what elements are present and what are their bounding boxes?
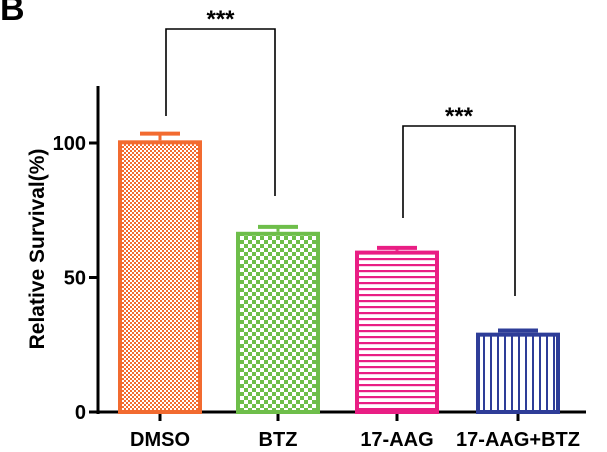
significance-label: *** — [445, 103, 474, 130]
bar-dmso — [118, 140, 202, 414]
x-tick-label: 17-AAG+BTZ — [456, 429, 580, 451]
error-bars-group — [140, 131, 538, 333]
bar-rect — [355, 250, 439, 414]
x-tick-label: DMSO — [130, 429, 190, 451]
error-bar — [258, 224, 298, 232]
y-tick-label: 50 — [64, 268, 86, 290]
significance-group: *** *** — [165, 6, 516, 296]
x-tick-label: BTZ — [259, 429, 298, 451]
error-bar — [140, 131, 180, 141]
significance-label: *** — [206, 6, 235, 33]
bar-rect — [236, 231, 320, 414]
bar-17-aag-btz — [476, 332, 560, 414]
error-bar — [498, 328, 538, 333]
significance-bracket: *** — [165, 6, 276, 196]
error-bar — [377, 245, 417, 251]
bar-17-aag — [355, 250, 439, 414]
y-axis-label: Relative Survival(%) — [26, 149, 49, 350]
y-tick-label: 100 — [53, 133, 86, 155]
panel-label: B — [0, 0, 25, 28]
bar-rect — [118, 140, 202, 414]
y-tick-label: 0 — [75, 402, 86, 424]
bars-group — [118, 140, 560, 414]
bar-btz — [236, 231, 320, 414]
x-tick-label: 17-AAG — [360, 429, 433, 451]
significance-bracket: *** — [402, 103, 516, 296]
bar-rect — [476, 332, 560, 414]
